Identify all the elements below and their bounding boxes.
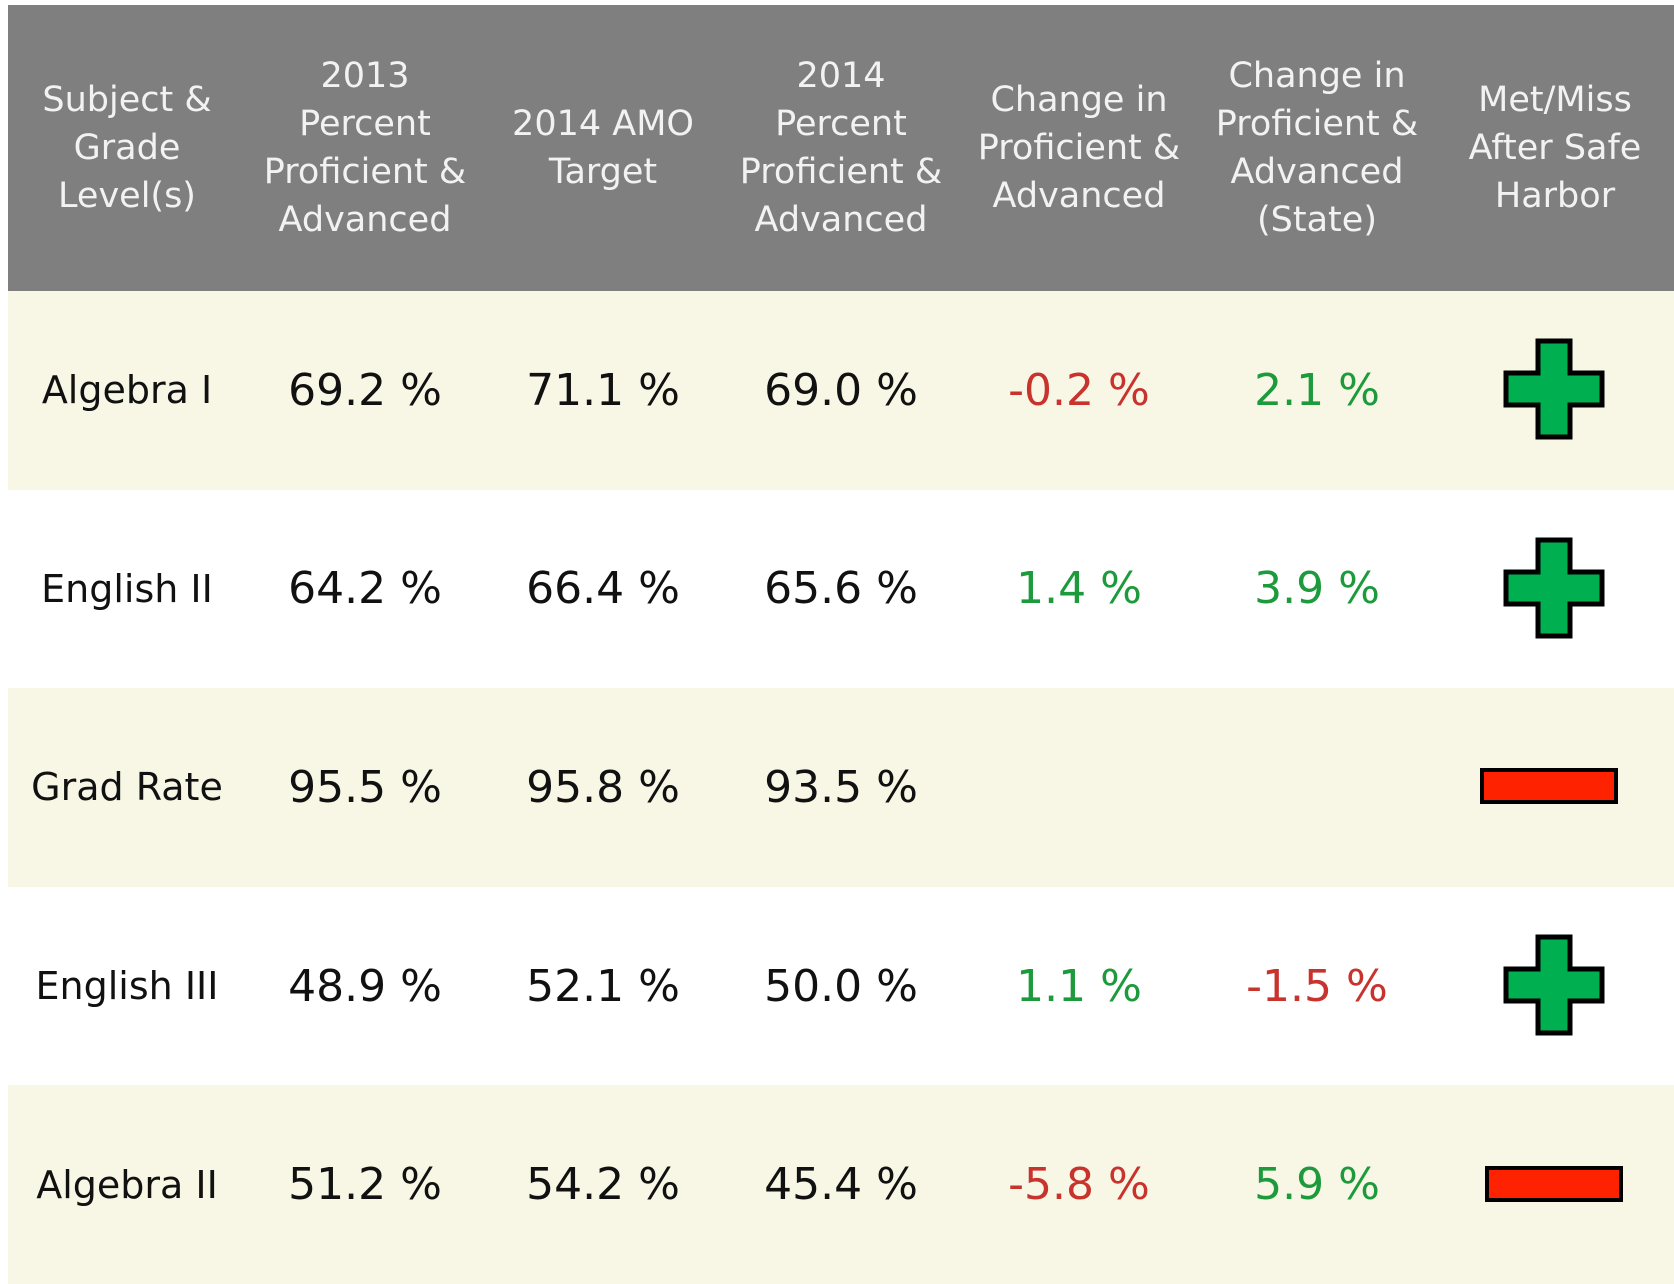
status-cell bbox=[1436, 489, 1674, 689]
row: Grad Rate 95.5 % 95.8 % 93.5 % bbox=[8, 688, 1674, 887]
cell: 3.9 % bbox=[1198, 489, 1436, 689]
cell: 48.9 % bbox=[246, 886, 484, 1086]
met-icon bbox=[1503, 338, 1605, 440]
subject: English II bbox=[8, 489, 246, 689]
cell: 65.6 % bbox=[722, 489, 960, 689]
header-cell: 2013 Percent Proficient & Advanced bbox=[246, 5, 484, 291]
met-icon bbox=[1503, 934, 1605, 1036]
subject: Algebra II bbox=[8, 1085, 246, 1284]
row: English III 48.9 % 52.1 % 50.0 % 1.1 % -… bbox=[8, 886, 1674, 1086]
cell: 45.4 % bbox=[722, 1085, 960, 1284]
cell: 71.1 % bbox=[484, 290, 722, 490]
header-cell: 2014 AMO Target bbox=[484, 5, 722, 291]
header-cell: Change in Proficient & Advanced bbox=[960, 5, 1198, 291]
cell: 54.2 % bbox=[484, 1085, 722, 1284]
row: Algebra I 69.2 % 71.1 % 69.0 % -0.2 % 2.… bbox=[8, 290, 1674, 490]
cell: -1.5 % bbox=[1198, 886, 1436, 1086]
cell: 95.5 % bbox=[246, 688, 484, 887]
cell: 66.4 % bbox=[484, 489, 722, 689]
cell: 69.2 % bbox=[246, 290, 484, 490]
miss-icon bbox=[1485, 1165, 1623, 1202]
header-row: Subject & Grade Level(s) 2013 Percent Pr… bbox=[8, 5, 1674, 291]
cell: 50.0 % bbox=[722, 886, 960, 1086]
met-icon bbox=[1503, 537, 1605, 639]
cell: 51.2 % bbox=[246, 1085, 484, 1284]
empty-cell bbox=[960, 688, 1198, 887]
cell: 1.1 % bbox=[960, 886, 1198, 1086]
cell: -0.2 % bbox=[960, 290, 1198, 490]
cell: 95.8 % bbox=[484, 688, 722, 887]
cell: 5.9 % bbox=[1198, 1085, 1436, 1284]
header-cell: Subject & Grade Level(s) bbox=[8, 5, 246, 291]
cell: 2.1 % bbox=[1198, 290, 1436, 490]
row: English II 64.2 % 66.4 % 65.6 % 1.4 % 3.… bbox=[8, 489, 1674, 689]
header-cell: 2014 Percent Proficient & Advanced bbox=[722, 5, 960, 291]
cell: -5.8 % bbox=[960, 1085, 1198, 1284]
cell: 69.0 % bbox=[722, 290, 960, 490]
subject: Grad Rate bbox=[8, 688, 246, 887]
header-cell: Change in Proficient & Advanced (State) bbox=[1198, 5, 1436, 291]
subject: English III bbox=[8, 886, 246, 1086]
header-cell: Met/Miss After Safe Harbor bbox=[1436, 5, 1674, 291]
row: Algebra II 51.2 % 54.2 % 45.4 % -5.8 % 5… bbox=[8, 1085, 1674, 1284]
status-cell bbox=[1436, 886, 1674, 1086]
cell: 64.2 % bbox=[246, 489, 484, 689]
status-cell bbox=[1436, 290, 1674, 490]
cell: 52.1 % bbox=[484, 886, 722, 1086]
cell: 93.5 % bbox=[722, 688, 960, 887]
subject: Algebra I bbox=[8, 290, 246, 490]
status-cell bbox=[1436, 1085, 1674, 1284]
miss-icon bbox=[1480, 768, 1618, 805]
results-table: Subject & Grade Level(s) 2013 Percent Pr… bbox=[8, 5, 1674, 1284]
empty-cell bbox=[1198, 688, 1436, 887]
cell: 1.4 % bbox=[960, 489, 1198, 689]
status-cell bbox=[1436, 688, 1674, 887]
